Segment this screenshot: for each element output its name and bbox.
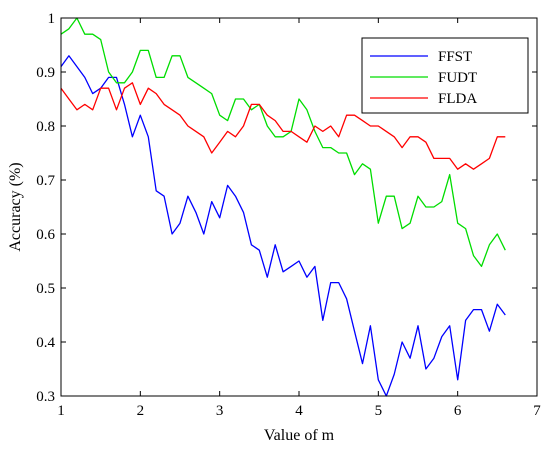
y-tick-label: 0.6 xyxy=(36,227,55,243)
plot-frame xyxy=(60,17,538,397)
legend: FFST FUDT FLDA xyxy=(361,37,529,114)
y-tick-label: 0.9 xyxy=(36,65,55,81)
legend-box xyxy=(361,37,529,114)
y-axis-label: Accuracy (%) xyxy=(7,162,24,251)
y-tick-label: 1 xyxy=(48,11,56,27)
legend-label-ffst: FFST xyxy=(438,49,472,65)
y-tick-label: 0.4 xyxy=(36,335,55,351)
x-tick-label: 2 xyxy=(137,403,145,419)
x-tick-label: 7 xyxy=(533,403,541,419)
legend-label-fudt: FUDT xyxy=(438,70,477,86)
x-tick-label: 4 xyxy=(295,403,303,419)
legend-label-flda: FLDA xyxy=(438,91,477,107)
x-tick-label: 5 xyxy=(375,403,383,419)
x-tick-label: 1 xyxy=(57,403,65,419)
y-tick-label: 0.5 xyxy=(36,281,55,297)
y-tick-label: 0.3 xyxy=(36,389,55,405)
series-layer xyxy=(60,17,506,397)
x-axis-label: Value of m xyxy=(264,427,335,444)
x-tick-label: 6 xyxy=(454,403,462,419)
y-tick-label: 0.7 xyxy=(36,173,55,189)
y-tick-label: 0.8 xyxy=(36,119,55,135)
x-tick-label: 3 xyxy=(216,403,224,419)
series-line-ffst xyxy=(60,55,506,397)
series-line-flda xyxy=(60,82,506,170)
series-line-fudt xyxy=(60,17,506,268)
